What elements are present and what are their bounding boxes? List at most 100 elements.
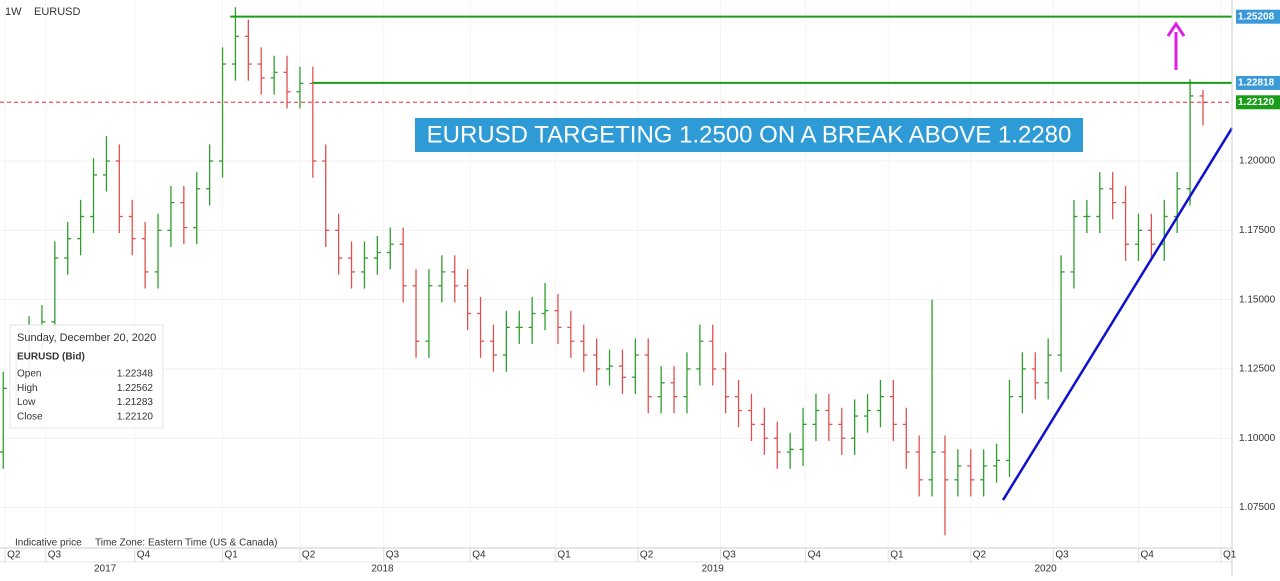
- ohlc-bar: [1083, 199, 1091, 234]
- y-tick-label: 1.17500: [1239, 225, 1276, 236]
- footer-note: Indicative price: [15, 538, 82, 549]
- ohlc-bar: [270, 55, 278, 95]
- ohlc-bar: [670, 366, 678, 414]
- ohlc-bar: [851, 399, 859, 455]
- x-tick-label: Q2: [302, 550, 316, 561]
- ohlc-bar: [373, 235, 381, 275]
- info-label: High: [17, 383, 38, 394]
- ohlc-bar: [128, 199, 136, 256]
- ohlc-bar: [219, 47, 227, 178]
- ohlc-bar: [360, 241, 368, 289]
- ohlc-bar: [64, 222, 72, 275]
- ohlc-bar: [386, 227, 394, 270]
- price-badge-label: 1.25208: [1238, 11, 1275, 22]
- info-value: 1.22348: [117, 369, 154, 380]
- ohlc-bar: [244, 19, 252, 81]
- x-tick-label: Q4: [808, 550, 822, 561]
- price-badge-label: 1.22120: [1238, 97, 1275, 108]
- footer-timezone: Time Zone: Eastern Time (US & Canada): [95, 538, 277, 549]
- ohlc-bar: [309, 66, 317, 178]
- y-tick-label: 1.10000: [1239, 433, 1276, 444]
- ohlc-bar: [322, 144, 330, 247]
- year-label: 2018: [371, 564, 394, 575]
- x-tick-label: Q3: [386, 550, 400, 561]
- ohlc-bar: [722, 352, 730, 414]
- info-label: Low: [17, 397, 36, 408]
- y-tick-label: 1.15000: [1239, 294, 1276, 305]
- arrow-head: [1166, 21, 1186, 37]
- x-tick-label: Q3: [48, 550, 62, 561]
- ohlc-bar: [502, 310, 510, 372]
- ohlc-bar: [773, 421, 781, 469]
- info-date: Sunday, December 20, 2020: [17, 332, 156, 344]
- ohlc-bar: [477, 296, 485, 358]
- ohlc-bar: [567, 310, 575, 358]
- ohlc-bar: [825, 393, 833, 442]
- ohlc-bar: [283, 55, 291, 109]
- ohlc-bar: [206, 144, 214, 206]
- x-tick-label: Q4: [1140, 550, 1154, 561]
- ohlc-bar: [1031, 352, 1039, 400]
- ohlc-bar: [451, 255, 459, 303]
- ohlc-bar: [1134, 213, 1142, 261]
- price-badge: [1236, 9, 1280, 24]
- ohlc-bar: [193, 172, 201, 245]
- ohlc-bar: [412, 269, 420, 358]
- ohlc-bar: [1109, 172, 1117, 220]
- x-tick-label: Q1: [890, 550, 904, 561]
- ohlc-bar: [786, 432, 794, 469]
- x-tick-label: Q1: [225, 550, 239, 561]
- x-tick-label: Q1: [1223, 550, 1237, 561]
- info-label: Close: [17, 412, 43, 423]
- ohlc-bar: [735, 380, 743, 428]
- ohlc-bar: [438, 255, 446, 303]
- ohlc-bar: [348, 241, 356, 289]
- year-label: 2019: [702, 564, 725, 575]
- ohlc-bar: [799, 407, 807, 466]
- interval: 1W: [5, 6, 22, 18]
- ohlc-bar: [257, 47, 265, 95]
- x-tick-label: Q2: [640, 550, 654, 561]
- ohlc-bar: [90, 158, 98, 234]
- ohlc-bar: [141, 222, 149, 289]
- ohlc-bar: [464, 269, 472, 331]
- y-tick-label: 1.07500: [1239, 502, 1276, 513]
- y-tick-label: 1.20000: [1239, 156, 1276, 167]
- price-badge: [1236, 75, 1280, 90]
- ohlc-bar: [167, 185, 175, 247]
- x-tick-label: Q2: [973, 550, 987, 561]
- ohlc-bar: [657, 366, 665, 414]
- ohlc-bar: [876, 380, 884, 428]
- arrow: [1166, 21, 1186, 70]
- ohlc-bar: [812, 393, 820, 442]
- ohlc-bar: [915, 435, 923, 497]
- info-value: 1.21283: [117, 397, 154, 408]
- ohlc-bar: [954, 449, 962, 497]
- ohlc-bar: [580, 324, 588, 372]
- ohlc-bar: [425, 269, 433, 358]
- ohlc-bar: [889, 380, 897, 442]
- ohlc-bar: [541, 283, 549, 331]
- ohlc-bar: [296, 66, 304, 109]
- ohlc-bar: [928, 299, 936, 497]
- ohlc-bar: [967, 449, 975, 497]
- info-symbol: EURUSD (Bid): [17, 352, 85, 363]
- ohlc-bar: [1070, 199, 1078, 289]
- ohlc-bar: [760, 407, 768, 455]
- ohlc-bar: [606, 349, 614, 386]
- x-tick-label: Q2: [7, 550, 21, 561]
- ohlc-bar: [1147, 213, 1155, 261]
- x-tick-label: Q3: [1055, 550, 1069, 561]
- ohlc-bar: [864, 393, 872, 433]
- ohlc-bar: [747, 393, 755, 442]
- x-tick-label: Q1: [557, 550, 571, 561]
- ohlc-bar: [115, 144, 123, 234]
- ohlc-bar: [1044, 338, 1052, 400]
- ohlc-bar: [838, 407, 846, 455]
- year-label: 2017: [94, 564, 117, 575]
- ohlc-bar: [180, 185, 188, 245]
- trend-line: [1001, 127, 1234, 501]
- ohlc-bar: [528, 296, 536, 344]
- ohlc-bar: [902, 407, 910, 469]
